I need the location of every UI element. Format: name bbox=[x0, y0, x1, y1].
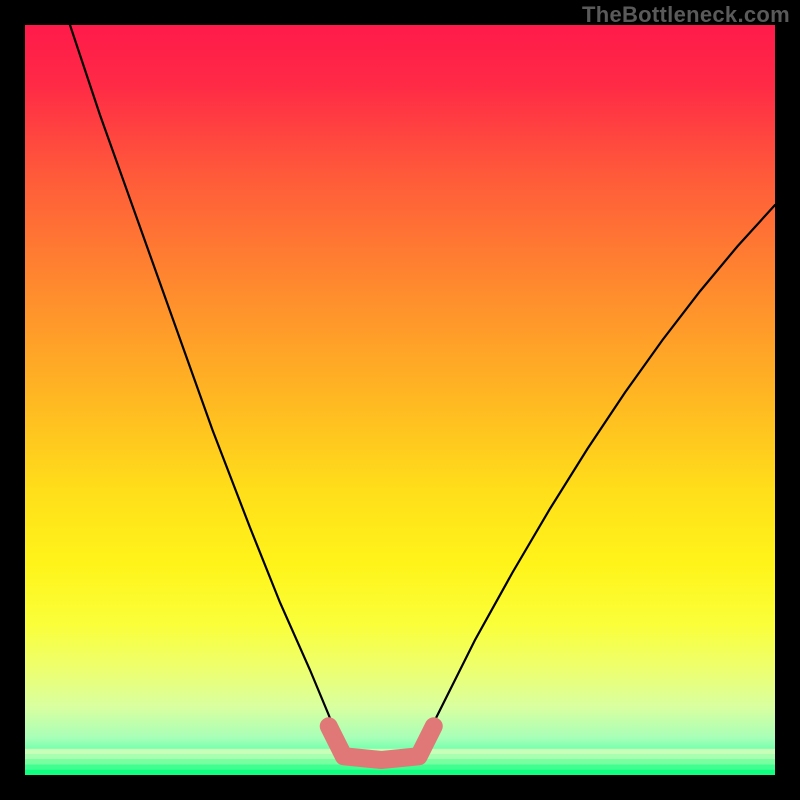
watermark-label: TheBottleneck.com bbox=[582, 2, 790, 28]
chart-frame: TheBottleneck.com bbox=[0, 0, 800, 800]
gradient-background bbox=[25, 25, 775, 775]
plot-area bbox=[25, 25, 775, 775]
chart-svg bbox=[25, 25, 775, 775]
green-band-stripe bbox=[25, 770, 775, 775]
